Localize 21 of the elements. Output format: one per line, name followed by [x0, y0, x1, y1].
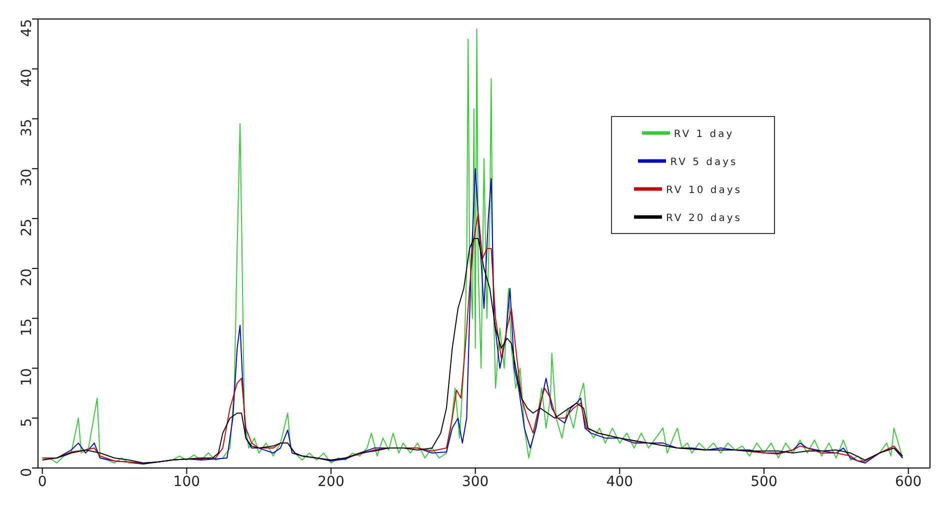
- x-tick-label: 200: [318, 474, 344, 490]
- legend-label: RV 1 day: [674, 129, 734, 140]
- y-tick-label: 10: [18, 368, 35, 386]
- legend-label: RV 5 days: [670, 157, 738, 168]
- x-tick-label: 600: [894, 474, 922, 490]
- y-tick-label: 35: [18, 118, 35, 137]
- y-tick-label: 25: [18, 218, 35, 236]
- y-tick-label: 45: [18, 19, 35, 37]
- legend-label: RV 20 days: [666, 213, 742, 224]
- y-tick-label: 5: [18, 418, 35, 428]
- y-tick-label: 30: [18, 168, 35, 186]
- x-tick-label: 300: [462, 474, 489, 490]
- y-tick-label: 40: [18, 68, 35, 87]
- y-tick-label: 20: [18, 268, 35, 286]
- x-tick-label: 400: [606, 474, 634, 490]
- y-tick-label: 15: [18, 318, 35, 336]
- x-tick-label: 0: [38, 474, 47, 490]
- x-tick-label: 500: [750, 474, 778, 490]
- legend-label: RV 10 days: [666, 185, 742, 196]
- x-tick-label: 100: [173, 474, 200, 490]
- y-tick-label: 0: [18, 468, 35, 477]
